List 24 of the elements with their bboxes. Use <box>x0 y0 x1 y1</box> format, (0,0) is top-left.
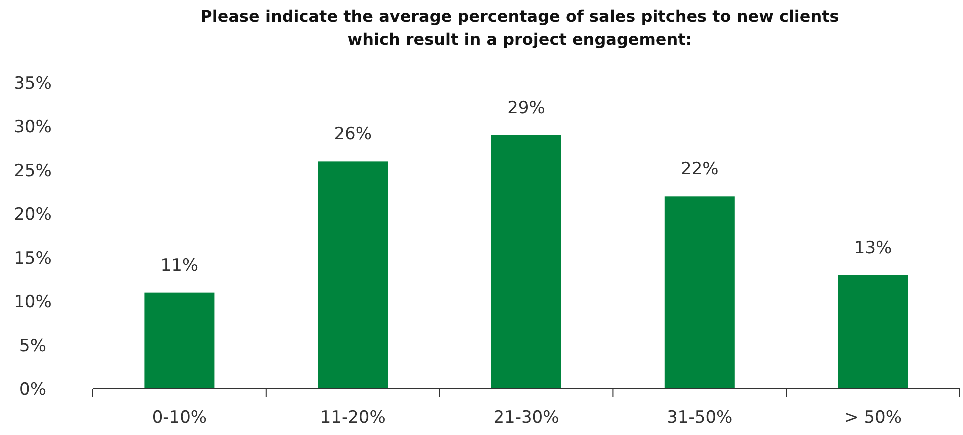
data-label: 13% <box>854 238 892 258</box>
x-tick-label: > 50% <box>844 408 902 428</box>
chart-title: Please indicate the average percentage of sales pitches to new clients which result in a project engagement: <box>200 7 840 49</box>
x-tick-label: 0-10% <box>152 408 208 428</box>
x-tick-label: 31-50% <box>667 408 733 428</box>
y-tick-label: 0% <box>20 380 46 400</box>
y-tick-label: 15% <box>14 248 52 269</box>
bar <box>664 196 735 389</box>
bar <box>318 162 388 389</box>
y-tick-label: 35% <box>14 74 52 94</box>
x-tick-label: 11-20% <box>320 408 386 428</box>
bar <box>144 292 215 389</box>
y-tick-label: 20% <box>14 205 52 226</box>
bar <box>492 135 562 389</box>
y-tick-label: 10% <box>14 292 52 313</box>
data-label: 29% <box>508 98 546 118</box>
y-tick-label: 30% <box>14 118 52 138</box>
y-tick-label: 25% <box>14 161 52 182</box>
data-label: 26% <box>334 124 372 145</box>
x-tick-label: 21-30% <box>494 408 560 428</box>
data-label: 22% <box>681 160 719 180</box>
y-tick-label: 5% <box>20 336 46 356</box>
data-label: 11% <box>160 256 199 276</box>
bar <box>838 275 908 389</box>
